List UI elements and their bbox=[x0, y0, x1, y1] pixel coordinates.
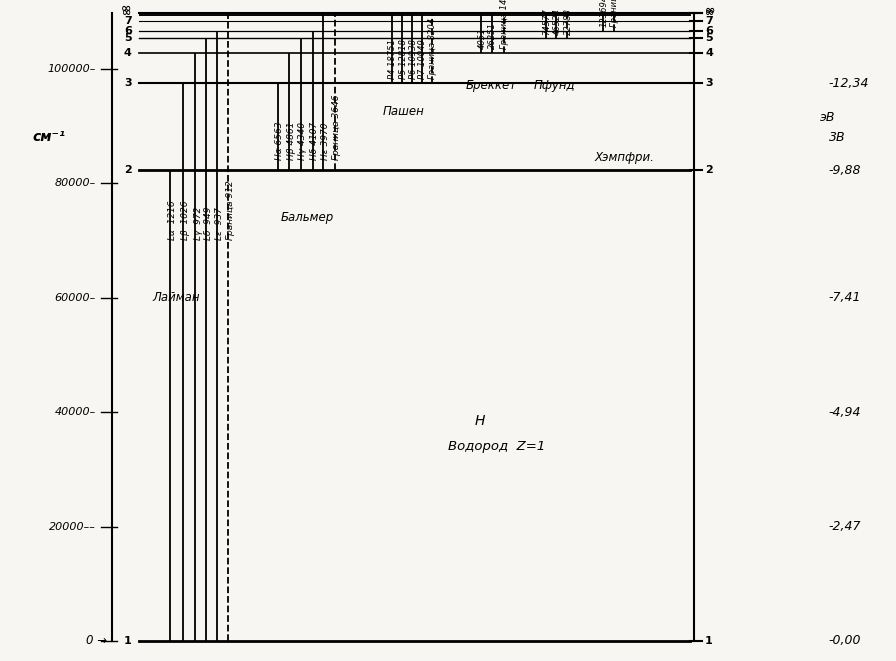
Text: 20000––: 20000–– bbox=[49, 522, 96, 531]
Text: cм⁻¹: cм⁻¹ bbox=[33, 130, 65, 144]
Text: ∞: ∞ bbox=[121, 2, 132, 15]
Text: P6 10938: P6 10938 bbox=[409, 39, 418, 79]
Text: P5 12818: P5 12818 bbox=[399, 39, 408, 79]
Text: Граница 8204: Граница 8204 bbox=[428, 18, 437, 79]
Text: 74577: 74577 bbox=[542, 9, 551, 36]
Text: -12,34: -12,34 bbox=[829, 77, 869, 89]
Text: 1: 1 bbox=[705, 636, 713, 646]
Text: 100000–: 100000– bbox=[47, 63, 96, 73]
Text: 4051: 4051 bbox=[478, 27, 487, 49]
Text: 6: 6 bbox=[124, 26, 132, 36]
Text: Hε 3970: Hε 3970 bbox=[321, 123, 330, 160]
Text: 7: 7 bbox=[705, 17, 713, 26]
Text: 2: 2 bbox=[124, 165, 132, 175]
Text: ∞: ∞ bbox=[705, 4, 716, 17]
Text: Бальмер: Бальмер bbox=[280, 211, 334, 224]
Text: -2,47: -2,47 bbox=[829, 520, 861, 533]
Text: 4: 4 bbox=[705, 48, 713, 58]
Text: -4,94: -4,94 bbox=[829, 406, 861, 418]
Text: Hγ 4340: Hγ 4340 bbox=[298, 122, 307, 160]
Text: Hα 6563: Hα 6563 bbox=[275, 122, 284, 160]
Text: 0 →: 0 → bbox=[86, 635, 108, 648]
Text: 3: 3 bbox=[705, 78, 713, 88]
Text: эВ: эВ bbox=[820, 111, 835, 124]
Text: Lδ  949: Lδ 949 bbox=[204, 207, 213, 241]
Text: Лайман: Лайман bbox=[152, 291, 201, 304]
Text: Пашен: Пашен bbox=[383, 105, 424, 118]
Text: 123694: 123694 bbox=[599, 0, 608, 28]
Text: Lβ  1026: Lβ 1026 bbox=[181, 201, 190, 241]
Text: 26251: 26251 bbox=[488, 22, 497, 49]
Text: 80000–: 80000– bbox=[55, 178, 96, 188]
Text: 1: 1 bbox=[124, 636, 132, 646]
Text: -7,41: -7,41 bbox=[829, 291, 861, 304]
Text: 5: 5 bbox=[705, 34, 713, 44]
Text: 40000–: 40000– bbox=[55, 407, 96, 417]
Text: Пфунд: Пфунд bbox=[534, 79, 575, 93]
Text: 60000–: 60000– bbox=[55, 293, 96, 303]
Text: ∞: ∞ bbox=[705, 9, 714, 19]
Text: Н: Н bbox=[475, 414, 486, 428]
Text: 22788: 22788 bbox=[564, 9, 573, 36]
Text: Lγ  972: Lγ 972 bbox=[194, 207, 202, 241]
Text: Hβ 4861: Hβ 4861 bbox=[287, 122, 296, 160]
Text: 6: 6 bbox=[705, 26, 713, 36]
Text: Граница 912: Граница 912 bbox=[226, 180, 235, 241]
Text: P7 10049: P7 10049 bbox=[418, 39, 427, 79]
Text: P4 18751: P4 18751 bbox=[388, 39, 397, 79]
Text: 2: 2 bbox=[705, 165, 713, 175]
Text: ∞: ∞ bbox=[123, 9, 132, 19]
Text: Водород  Z=1: Водород Z=1 bbox=[448, 440, 546, 453]
Text: -9,88: -9,88 bbox=[829, 164, 861, 176]
Text: 3В: 3В bbox=[829, 131, 846, 144]
Text: Lε  937: Lε 937 bbox=[215, 208, 224, 241]
Text: Lα  1216: Lα 1216 bbox=[168, 201, 177, 241]
Text: Граница 14584: Граница 14584 bbox=[500, 0, 509, 49]
Text: Hδ 4107: Hδ 4107 bbox=[310, 122, 319, 160]
Text: Бреккет: Бреккет bbox=[465, 79, 517, 93]
Text: 46524: 46524 bbox=[553, 9, 562, 36]
Text: Граница 3646: Граница 3646 bbox=[332, 95, 341, 160]
Text: 7: 7 bbox=[124, 17, 132, 26]
Text: Граница 32814: Граница 32814 bbox=[610, 0, 619, 28]
Text: -0,00: -0,00 bbox=[829, 635, 861, 648]
Text: Хэмпфри.: Хэмпфри. bbox=[595, 151, 654, 164]
Text: 3: 3 bbox=[124, 78, 132, 88]
Text: 4: 4 bbox=[124, 48, 132, 58]
Text: 5: 5 bbox=[124, 34, 132, 44]
